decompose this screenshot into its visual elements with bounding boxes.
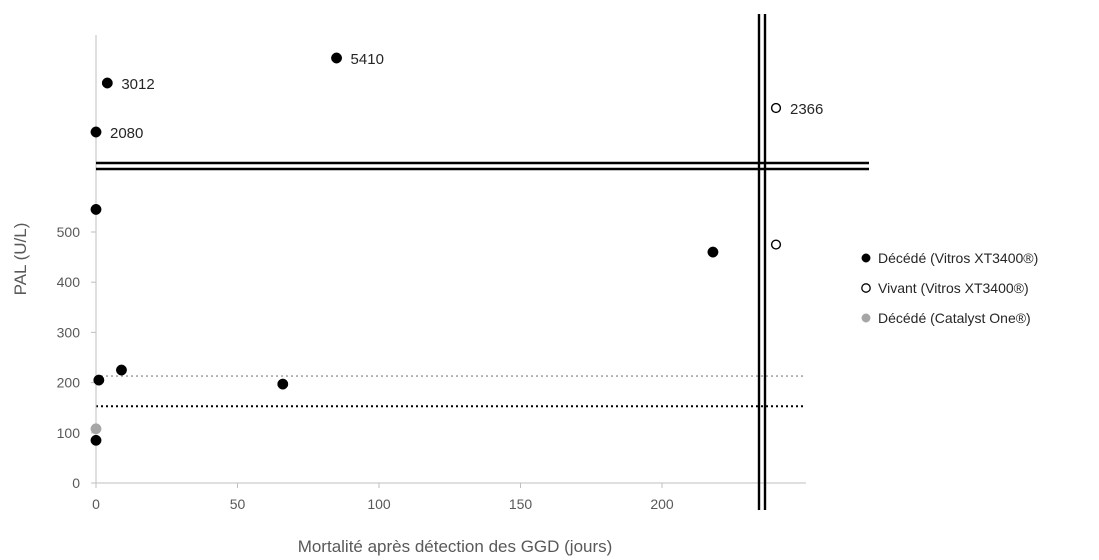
x-tick-label: 0: [92, 496, 100, 512]
y-tick-label: 300: [57, 324, 81, 340]
data-point: [707, 246, 719, 258]
x-axis-title: Mortalité après détection des GGD (jours…: [298, 537, 613, 556]
y-axis-title: PAL (U/L): [11, 223, 30, 296]
data-point: [90, 203, 102, 215]
data-point: [277, 378, 289, 390]
y-tick-label: 100: [57, 425, 81, 441]
legend-label: Décédé (Catalyst One®): [878, 310, 1031, 326]
legend-marker: [861, 313, 871, 323]
x-tick-label: 200: [650, 496, 674, 512]
data-point: [93, 374, 105, 386]
point-labels: 2080 3012 5410 2366: [110, 51, 823, 142]
tick-labels: 0 50 100 150 200 0 100 200 300 400 500: [57, 224, 674, 512]
data-point: [116, 364, 127, 376]
y-tick-label: 200: [57, 375, 81, 391]
data-point: [770, 102, 782, 114]
y-tick-label: 0: [72, 475, 80, 491]
axis-breaks: [96, 14, 869, 510]
y-tick-label: 400: [57, 274, 81, 290]
legend: Décédé (Vitros XT3400®) Vivant (Vitros XT…: [861, 250, 1038, 326]
legend-label: Vivant (Vitros XT3400®): [878, 280, 1029, 296]
legend-marker: [861, 253, 871, 263]
data-point: [770, 239, 782, 250]
legend-label: Décédé (Vitros XT3400®): [878, 250, 1038, 266]
data-label: 2080: [110, 125, 143, 142]
data-point: [331, 52, 342, 64]
y-tick-label: 500: [57, 224, 81, 240]
x-tick-label: 100: [367, 496, 391, 512]
x-tick-label: 150: [509, 496, 533, 512]
data-label: 5410: [351, 51, 384, 68]
data-label: 3012: [121, 76, 154, 93]
axes: [91, 35, 806, 488]
data-point: [90, 126, 102, 138]
data-points: [90, 52, 782, 446]
data-point: [90, 423, 102, 435]
data-point: [90, 434, 102, 446]
reference-lines: [96, 375, 806, 408]
data-label: 2366: [790, 101, 823, 118]
legend-marker: [861, 283, 871, 293]
x-tick-label: 50: [230, 496, 246, 512]
data-point: [101, 77, 113, 89]
